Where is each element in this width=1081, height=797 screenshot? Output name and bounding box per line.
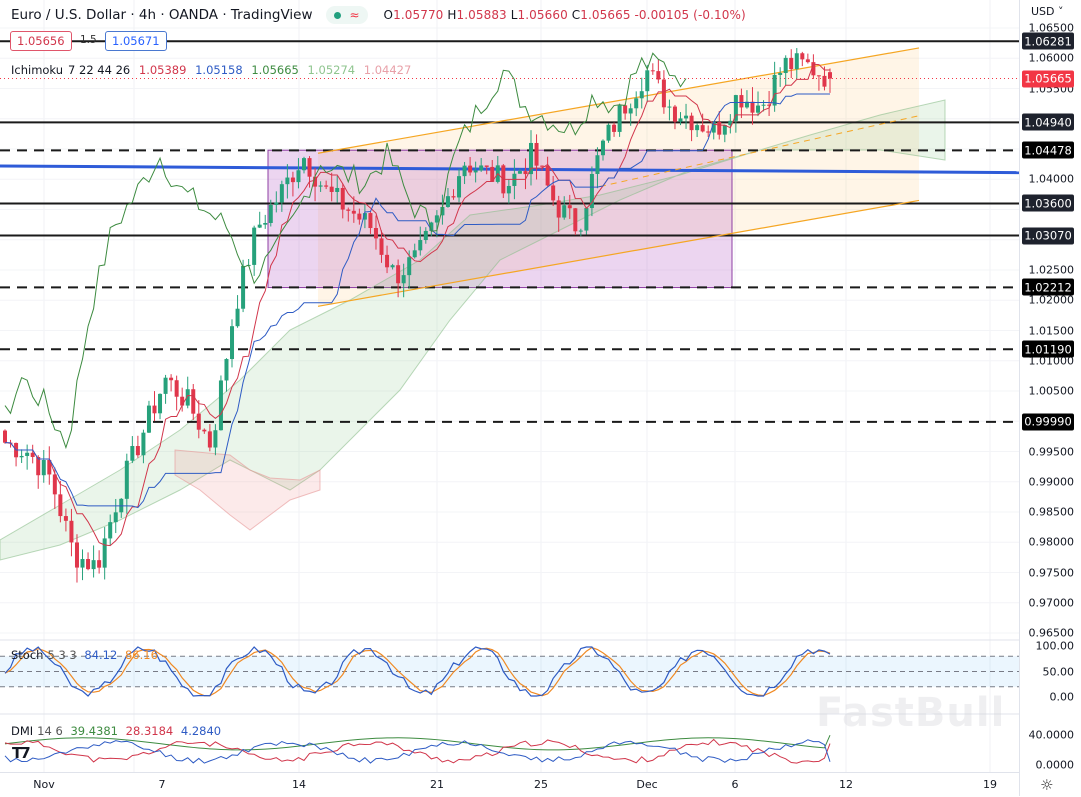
last-price-tag: 1.05665: [1022, 70, 1074, 88]
time-label: 12: [839, 778, 853, 791]
price-tick: 1.02500: [1028, 263, 1075, 277]
price-tick: 1.01500: [1028, 324, 1075, 337]
price-tick: 0.96500: [1028, 626, 1075, 640]
stoch-legend[interactable]: Stoch 5 3 3 84.12 86.16: [11, 648, 162, 662]
dmi-plus-value: 28.3184: [125, 724, 174, 738]
ohlc-values: O1.05770 H1.05883 L1.05660 C1.05665 -0.0…: [383, 8, 746, 22]
ichimoku-label: Ichimoku: [11, 63, 64, 77]
chart-header: Euro / U.S. Dollar · 4h · OANDA · Tradin…: [11, 5, 746, 25]
dmi-adx-value: 39.4381: [70, 724, 118, 738]
watermark: FastBull: [816, 690, 1006, 736]
time-label: 25: [534, 778, 548, 791]
ichimoku-chikou: 1.05665: [251, 63, 299, 77]
low-value: 1.05660: [517, 8, 568, 22]
open-value: 1.05770: [393, 8, 444, 22]
sell-button[interactable]: 1.05656: [10, 31, 72, 51]
stoch-tick: 0.00: [1049, 690, 1075, 704]
time-label: 7: [158, 778, 166, 791]
level-price-tag: 1.03600: [1022, 194, 1074, 212]
time-label: Nov: [33, 778, 55, 791]
dmi-minus-value: 4.2840: [180, 724, 222, 738]
price-tick: 1.02000: [1028, 293, 1075, 307]
ichimoku-tenkan: 1.05389: [138, 63, 187, 77]
time-label: 14: [292, 778, 306, 791]
level-price-tag: 1.06281: [1022, 32, 1074, 50]
settings-gear-icon[interactable]: ☼: [1040, 776, 1054, 794]
level-price-tag: 1.03070: [1022, 227, 1074, 244]
time-axis[interactable]: Nov 7 14 21 25 Dec 6 12 19: [0, 772, 1019, 797]
dmi-legend[interactable]: DMI 14 6 39.4381 28.3184 4.2840: [11, 724, 225, 738]
delayed-wave-icon: ≈: [349, 8, 360, 22]
high-value: 1.05883: [456, 8, 507, 22]
currency-selector[interactable]: USD ˅: [1031, 5, 1064, 18]
price-tick: 1.00500: [1028, 384, 1075, 398]
stoch-label: Stoch: [11, 648, 44, 662]
dmi-tick: 40.0000: [1028, 728, 1075, 742]
time-label: 6: [731, 778, 739, 791]
status-pill[interactable]: ≈: [326, 6, 368, 24]
change-value: -0.00105 (-0.10%): [634, 8, 746, 22]
buy-button[interactable]: 1.05671: [105, 31, 167, 51]
level-price-tag: 1.02212: [1022, 278, 1074, 296]
tradingview-logo-icon[interactable]: T7: [12, 744, 31, 762]
dmi-tick: 0.0000: [1035, 758, 1075, 772]
market-open-dot-icon: [334, 11, 342, 19]
level-price-tag: 1.04478: [1022, 141, 1074, 159]
time-label: Dec: [636, 778, 658, 791]
price-tick: 1.06500: [1028, 21, 1075, 35]
price-tick: 0.99500: [1028, 445, 1075, 458]
price-tick: 1.06000: [1028, 51, 1075, 65]
ichimoku-params: 7 22 44 26: [68, 63, 131, 77]
price-tick: 0.98500: [1028, 505, 1075, 519]
chart-canvas[interactable]: [0, 0, 1019, 796]
price-tick: 0.97000: [1028, 596, 1075, 610]
price-tick: 0.97500: [1028, 566, 1075, 579]
ichimoku-span-b: 1.04427: [363, 63, 412, 77]
stoch-tick: 50.00: [1042, 665, 1075, 678]
time-label: 21: [430, 778, 444, 791]
price-tick: 0.99000: [1028, 475, 1075, 489]
stoch-d-value: 86.16: [124, 648, 158, 662]
price-tick: 1.04000: [1028, 172, 1075, 186]
price-axis[interactable]: USD ˅ 1.06500 1.06000 1.05500 1.04000 1.0250…: [1019, 0, 1081, 796]
level-price-tag: 1.04940: [1022, 113, 1074, 131]
time-label: 19: [983, 778, 997, 791]
stoch-tick: 100.00: [1035, 639, 1075, 653]
close-value: 1.05665: [580, 8, 631, 22]
ichimoku-kijun: 1.05158: [195, 63, 243, 77]
price-tick: 0.98000: [1028, 535, 1075, 549]
ichimoku-legend[interactable]: Ichimoku 7 22 44 26 1.05389 1.05158 1.056…: [11, 63, 416, 77]
spread-value: 1.5: [80, 34, 97, 46]
level-price-tag: 0.99990: [1022, 413, 1074, 431]
dmi-label: DMI: [11, 724, 34, 738]
symbol-title[interactable]: Euro / U.S. Dollar · 4h · OANDA · Tradin…: [11, 7, 313, 23]
stoch-k-value: 84.12: [84, 648, 118, 662]
ichimoku-span-a: 1.05274: [307, 63, 356, 77]
dmi-params: 14 6: [37, 724, 63, 738]
level-price-tag: 1.01190: [1022, 340, 1074, 358]
stoch-params: 5 3 3: [47, 648, 77, 662]
